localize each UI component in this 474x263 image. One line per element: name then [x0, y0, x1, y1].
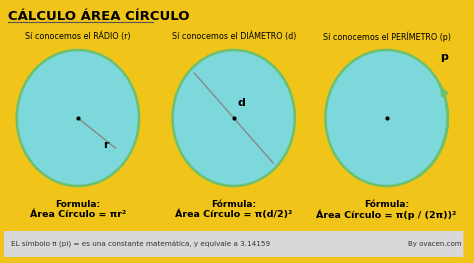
Text: CÁLCULO ÁREA CÍRCULO: CÁLCULO ÁREA CÍRCULO	[8, 10, 190, 23]
Ellipse shape	[326, 50, 448, 186]
Ellipse shape	[173, 50, 295, 186]
Text: Sí conocemos el PERÍMETRO (p): Sí conocemos el PERÍMETRO (p)	[323, 32, 451, 43]
Text: Área Círculo = πr²: Área Círculo = πr²	[30, 210, 126, 219]
Text: r: r	[103, 140, 109, 150]
Text: d: d	[237, 98, 246, 108]
Text: Área Círculo = π(d/2)²: Área Círculo = π(d/2)²	[175, 210, 292, 220]
Text: Área Círculo = π(p / (2π))²: Área Círculo = π(p / (2π))²	[317, 210, 456, 220]
Text: p: p	[440, 52, 447, 62]
FancyBboxPatch shape	[4, 231, 464, 257]
Text: Fórmula:: Fórmula:	[211, 200, 256, 209]
Text: Fórmula:: Fórmula:	[364, 200, 409, 209]
Text: EL símbolo π (pi) = es una constante matemática, y equivale a 3.14159: EL símbolo π (pi) = es una constante mat…	[11, 240, 270, 247]
Text: Formula:: Formula:	[55, 200, 100, 209]
Text: By ovacen.com: By ovacen.com	[408, 241, 462, 247]
Ellipse shape	[17, 50, 139, 186]
Text: Sí conocemos el DIÁMETRO (d): Sí conocemos el DIÁMETRO (d)	[172, 32, 296, 42]
Text: Sí conocemos el RÁDIO (r): Sí conocemos el RÁDIO (r)	[25, 32, 131, 42]
